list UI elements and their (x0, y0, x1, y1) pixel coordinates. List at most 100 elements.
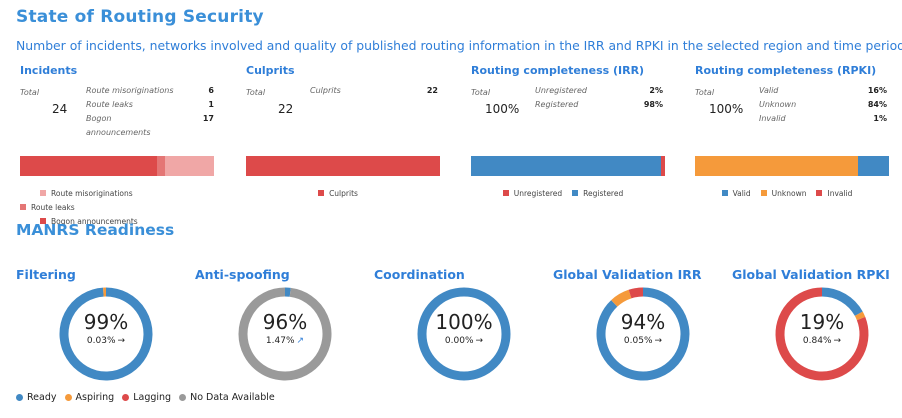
irr-bar[interactable] (471, 156, 665, 176)
incidents-row: Route misoriginations 6 (86, 86, 214, 100)
bar-segment-bogon-announcements[interactable] (20, 156, 158, 176)
gauge-change: 0.84% → (774, 336, 870, 346)
irr-total-value: 100% (485, 102, 520, 116)
incidents-bar[interactable] (20, 156, 214, 176)
row-value: 17 (202, 114, 214, 123)
gauge-coordination[interactable]: 100% 0.00% → (416, 286, 512, 382)
legend-item[interactable]: Route leaks (20, 200, 75, 214)
legend-swatch (721, 190, 728, 196)
change-value: 0.84% (802, 336, 832, 346)
readiness-legend: Ready Aspiring Lagging No Data Available (16, 392, 283, 403)
irr-panel: Routing completeness (IRR) Total 100% Un… (471, 64, 667, 214)
legend-item[interactable]: Culprits (318, 186, 358, 200)
row-value: 16% (867, 86, 887, 95)
legend-item-aspiring[interactable]: Aspiring (64, 392, 115, 403)
culprits-total-label: Total (246, 88, 266, 97)
lagging-dot-icon (122, 394, 130, 401)
gauge-global-validation-rpki[interactable]: 19% 0.84% → (774, 286, 870, 382)
row-value: 22 (426, 86, 438, 95)
donut-segment (238, 287, 332, 381)
culprits-panel: Culprits Total 22 Culprits 22 Culprits (246, 64, 442, 214)
donut-segment (854, 311, 866, 321)
legend-item[interactable]: Registered (572, 186, 623, 200)
row-value: 1 (208, 100, 214, 109)
legend-item-no-data[interactable]: No Data Available (179, 392, 275, 403)
gauge-change: 1.47% ↗ (237, 336, 333, 346)
rpki-bar[interactable] (695, 156, 889, 176)
bar-segment-unknown[interactable] (695, 156, 858, 176)
legend-item[interactable]: Unknown (760, 186, 807, 200)
rpki-row: Unknown 84% (759, 100, 887, 114)
legend-item[interactable]: Valid (721, 186, 751, 200)
legend-label: Ready (27, 392, 57, 403)
culprits-bar[interactable] (246, 156, 440, 176)
arrow-right-icon: → (117, 336, 126, 346)
legend-item-ready[interactable]: Ready (16, 392, 57, 403)
donut-ring (775, 287, 869, 381)
gauge-change: 0.00% → (416, 336, 512, 346)
arrow-right-icon: → (833, 336, 842, 346)
gauge-filtering[interactable]: 99% 0.03% → (58, 286, 154, 382)
legend-item-lagging[interactable]: Lagging (122, 392, 171, 403)
row-label: Route leaks (86, 100, 133, 109)
row-value: 2% (649, 86, 663, 95)
irr-legend: Unregistered Registered (471, 186, 665, 200)
bar-segment-registered[interactable] (471, 156, 662, 176)
donut-ring (417, 287, 511, 381)
gauge-change: 0.03% → (58, 336, 154, 346)
rpki-legend: Valid Unknown Invalid (695, 186, 889, 200)
incidents-panel: Incidents Total 24 Route misoriginations… (20, 64, 216, 226)
gauge-global-validation-irr[interactable]: 94% 0.05% → (595, 286, 691, 382)
bar-segment-route-misoriginations[interactable] (165, 156, 214, 176)
rpki-title: Routing completeness (RPKI) (695, 64, 877, 77)
row-label: Route misoriginations (86, 86, 174, 95)
bar-segment-unregistered[interactable] (661, 156, 665, 176)
irr-row: Unregistered 2% (535, 86, 663, 100)
legend-label: Valid (732, 188, 751, 198)
legend-label: Bogon announcements (51, 216, 138, 226)
gauge-title-global-validation-irr: Global Validation IRR (553, 267, 702, 282)
change-value: 1.47% (265, 336, 295, 346)
legend-label: Invalid (827, 188, 853, 198)
legend-item[interactable]: Unregistered (502, 186, 563, 200)
irr-title: Routing completeness (IRR) (471, 64, 645, 77)
incidents-row: Route leaks 1 (86, 100, 214, 114)
row-value: 6 (208, 86, 214, 95)
page-subtitle: Number of incidents, networks involved a… (16, 38, 902, 53)
gauge-percent: 96% (262, 310, 308, 334)
rpki-total-value: 100% (709, 102, 744, 116)
gauge-anti-spoofing[interactable]: 96% 1.47% ↗ (237, 286, 333, 382)
no-data-dot-icon (179, 394, 187, 401)
row-label: Culprits (310, 86, 341, 95)
bar-segment-valid[interactable] (857, 156, 889, 176)
legend-label: Aspiring (75, 392, 115, 403)
gauge-percent: 94% (620, 310, 666, 334)
culprits-legend: Culprits (246, 186, 440, 200)
legend-swatch (760, 190, 767, 196)
legend-swatch (816, 190, 823, 196)
legend-label: Unknown (771, 188, 807, 198)
manrs-title: MANRS Readiness (16, 221, 175, 239)
legend-item[interactable]: Invalid (816, 186, 852, 200)
ready-dot-icon (16, 394, 23, 401)
legend-item[interactable]: Route misoriginations (40, 186, 133, 200)
legend-item[interactable]: Bogon announcements (40, 214, 138, 228)
legend-label: Culprits (329, 188, 358, 198)
bar-segment-route-leaks[interactable] (157, 156, 166, 176)
legend-label: Unregistered (513, 188, 563, 198)
irr-rows: Unregistered 2% Registered 98% (535, 86, 663, 114)
incidents-legend: Route misoriginations Route leaks Bogon a… (20, 186, 200, 228)
culprits-rows: Culprits 22 (310, 86, 438, 100)
legend-label: Lagging (133, 392, 172, 403)
rpki-total-label: Total (695, 88, 715, 97)
gauge-title-anti-spoofing: Anti-spoofing (195, 267, 290, 282)
legend-swatch (502, 190, 509, 196)
legend-swatch (20, 204, 26, 210)
legend-swatch (40, 190, 46, 196)
change-value: 0.00% (444, 336, 474, 346)
gauge-title-global-validation-rpki: Global Validation RPKI (732, 267, 890, 282)
donut-ring (596, 287, 690, 381)
donut-segment (821, 287, 863, 317)
bar-segment-culprits[interactable] (246, 156, 440, 176)
irr-row: Registered 98% (535, 100, 663, 114)
